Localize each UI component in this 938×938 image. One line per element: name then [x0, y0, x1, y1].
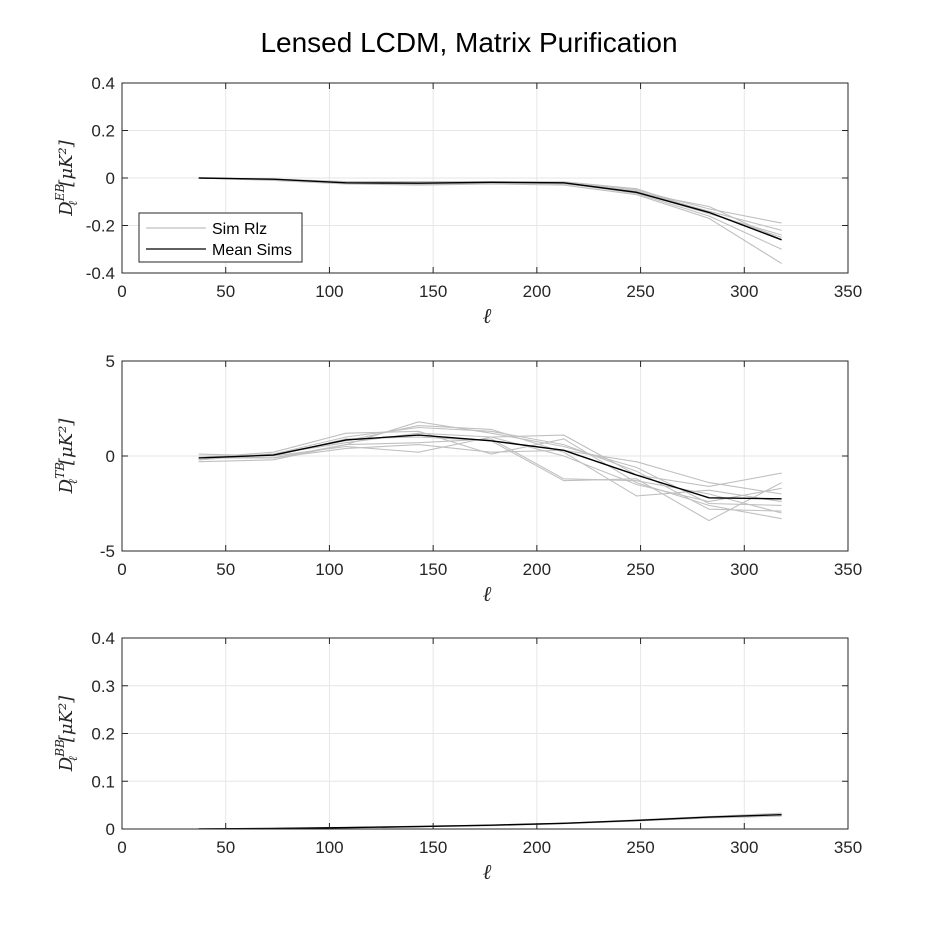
panel-bb: 0 50 100 150 200 250 300 350 0 0.1 0.2 0.3 0.4 ℓ DBBℓ[… [53, 629, 862, 884]
y-tick-label: 0.1 [91, 772, 115, 791]
mean-sims-line [198, 814, 782, 829]
x-tick-label: 0 [117, 560, 126, 579]
y-axis-label: DTBℓ[μK²] [53, 418, 80, 495]
x-tick-label: 350 [834, 838, 862, 857]
legend-box [138, 212, 303, 263]
sim-rlz-line [198, 177, 782, 264]
x-tick-label: 200 [523, 838, 551, 857]
x-tick-label: 50 [216, 838, 235, 857]
x-tick-label: 250 [626, 560, 654, 579]
sim-rlz-line [198, 426, 782, 512]
x-tick-label: 100 [315, 282, 343, 301]
sim-rlz-line [198, 812, 782, 829]
x-tick-label: 250 [626, 838, 654, 857]
x-tick-label: 300 [730, 560, 758, 579]
x-tick-label: 150 [419, 838, 447, 857]
x-tick-label: 50 [216, 560, 235, 579]
legend: Sim Rlz Mean Sims [138, 212, 303, 263]
y-tick-label: 0.2 [91, 725, 115, 744]
sim-rlz-line [198, 444, 782, 495]
y-tick-label: 0 [106, 447, 115, 466]
y-axis-label: DEBℓ[μK²] [53, 139, 80, 216]
legend-label: Sim Rlz [212, 221, 267, 238]
x-tick-label: 250 [626, 282, 654, 301]
y-tick-label: -0.2 [86, 217, 115, 236]
y-tick-label: 0.4 [91, 629, 115, 648]
y-axis-label: DBBℓ[μK²] [53, 695, 80, 772]
series-group [198, 421, 782, 522]
y-tick-label: 5 [106, 352, 115, 371]
x-tick-label: 50 [216, 282, 235, 301]
x-tick-label: 100 [315, 838, 343, 857]
x-tick-label: 200 [523, 560, 551, 579]
y-tick-label: 0 [106, 169, 115, 188]
y-tick-label: 0 [106, 820, 115, 839]
x-axis-label: ℓ [483, 582, 492, 606]
y-tick-label: 0.2 [91, 122, 115, 141]
series-group [198, 812, 782, 829]
x-tick-label: 150 [419, 560, 447, 579]
x-tick-label: 0 [117, 838, 126, 857]
x-tick-label: 300 [730, 282, 758, 301]
x-tick-label: 300 [730, 838, 758, 857]
y-tick-label: -0.4 [86, 264, 115, 283]
y-tick-label: -5 [100, 542, 115, 561]
x-axis-label: ℓ [483, 860, 492, 884]
x-tick-label: 350 [834, 560, 862, 579]
series-group [198, 177, 782, 264]
x-tick-label: 350 [834, 282, 862, 301]
sim-rlz-line [198, 430, 782, 520]
legend-label: Mean Sims [212, 242, 292, 259]
x-tick-label: 100 [315, 560, 343, 579]
x-axis-label: ℓ [483, 304, 492, 328]
x-tick-label: 0 [117, 282, 126, 301]
y-tick-label: 0.4 [91, 74, 115, 93]
y-tick-label: 0.3 [91, 677, 115, 696]
x-tick-label: 200 [523, 282, 551, 301]
panel-eb: 0 50 100 150 200 250 300 350 -0.4 -0.2 0 0.2 0.4 ℓ DEB… [53, 74, 862, 328]
panels: 0 50 100 150 200 250 300 350-0.4-0.200.20.4ℓDEB… [53, 74, 862, 884]
mean-sims-line [198, 434, 782, 500]
x-tick-label: 150 [419, 282, 447, 301]
mean-sims-line [198, 177, 782, 241]
figure-title: Lensed LCDM, Matrix Purification [260, 27, 677, 58]
